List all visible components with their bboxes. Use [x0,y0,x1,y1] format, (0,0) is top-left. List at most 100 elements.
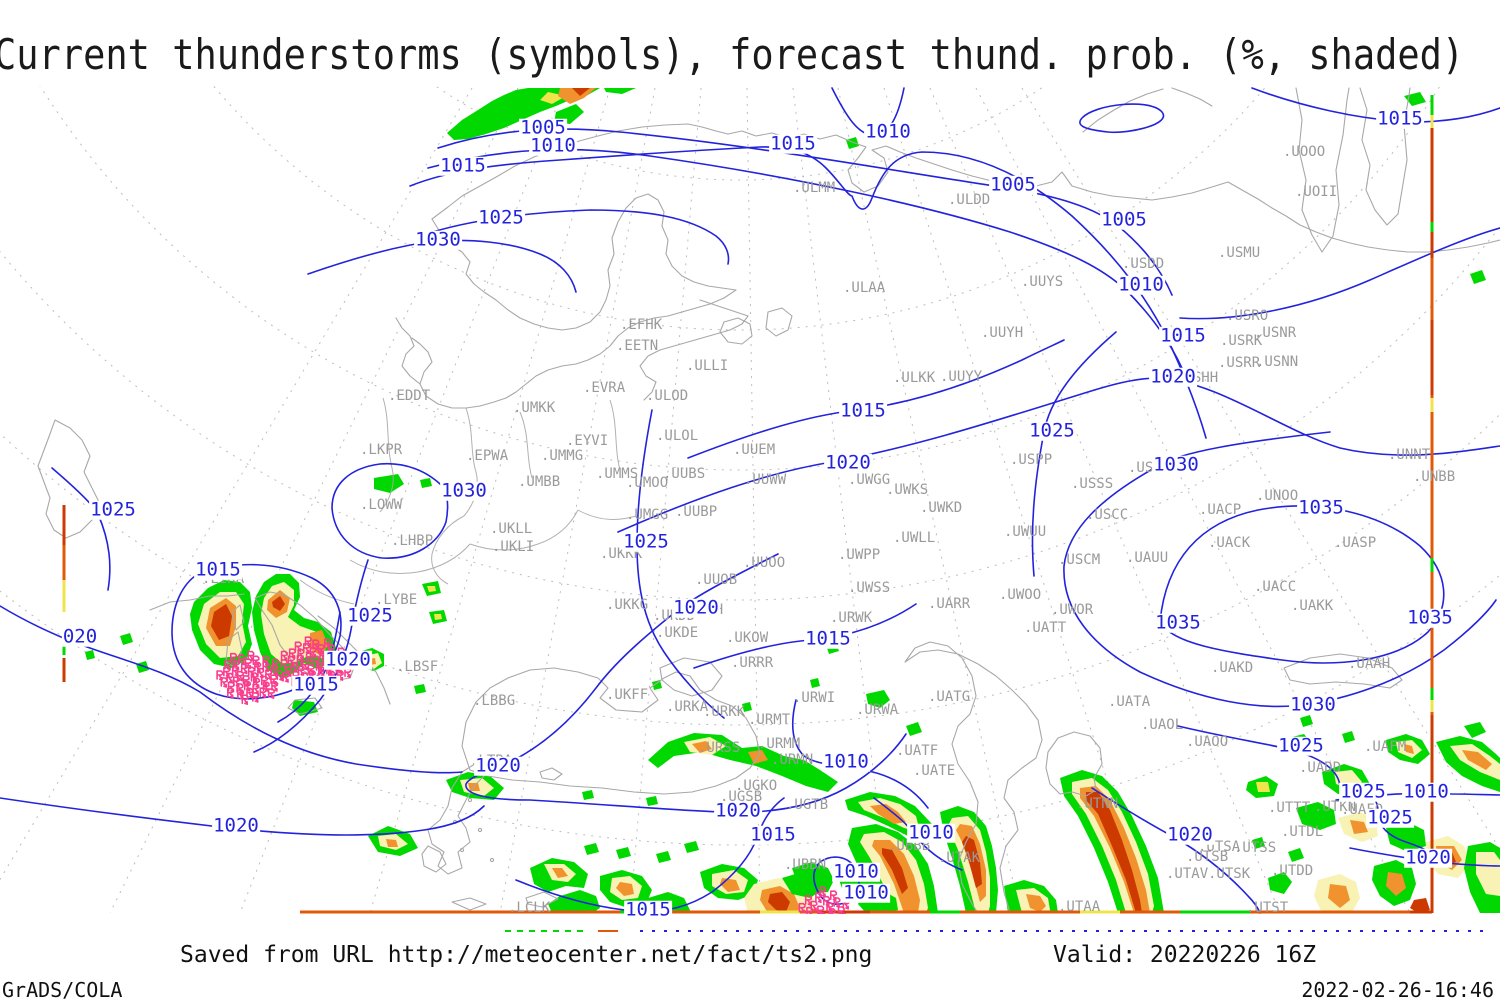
station-label: .UNOO [1256,488,1299,504]
station-label: .UUWW [744,472,787,488]
station-label: .UUOO [743,555,786,571]
station-label: .UWGG [848,472,891,488]
station-label: .UMMG [541,448,584,464]
station-label: .UUYH [981,325,1024,341]
station-label: .ULOD [646,388,689,404]
station-label: .UGSB [720,789,763,805]
station-label: .UNBB [1413,469,1456,485]
station-label: .URMN [771,752,814,768]
station-label: .USNN [1256,354,1299,370]
station-label: .URMT [748,712,791,728]
isobar-label: 1015 [839,399,887,422]
isobar-label: 1015 [292,673,340,696]
station-label: .UAKD [1211,660,1254,676]
station-label: .EVRA [583,380,626,396]
isobar-label: 1010 [1402,780,1450,803]
station-label: .UUOB [695,572,738,588]
station-label: .UGTB [786,797,829,813]
coastline-layer [37,87,1500,914]
isobar-label: 1025 [622,530,670,553]
isobar-label: 1015 [194,558,242,581]
station-label: .UTDD [1271,863,1314,879]
station-label: .USRO [1226,308,1269,324]
isobar-label: 1005 [1100,208,1148,231]
isobar-label: 1010 [864,120,912,143]
station-label: .USCC [1086,507,1129,523]
station-label: .URKK [703,704,746,720]
isobar-label: 1030 [440,479,488,502]
isobar-label: 1025 [477,206,525,229]
station-label: .EETN [616,338,659,354]
station-label: .UTTT [1268,800,1311,816]
station-label: .URWA [856,702,899,718]
isobar-label: 1025 [346,604,394,627]
station-label: .ULKK [893,370,936,386]
station-label: .URMM [758,736,801,752]
station-label: .UADD [1299,760,1342,776]
station-label: .UMKK [513,400,556,416]
station-label: .UKLL [490,521,533,537]
station-label: .ULOL [656,428,699,444]
isobar-label: 1010 [842,881,890,904]
station-label: .EFHK [620,317,663,333]
isobar-label: 1010 [832,860,880,883]
isobar-label: 1020 [474,754,522,777]
station-label: .UAOL [1141,717,1184,733]
isobar-label: 1005 [989,173,1037,196]
station-label: .EDDT [388,388,431,404]
isobar-label: 1020 [672,596,720,619]
isobar-label: 1025 [89,498,137,521]
probability-shading-layer [85,88,1500,913]
station-label: .UTAV [1166,866,1209,882]
station-label: .USPP [1010,452,1053,468]
station-label: .UUBP [675,504,718,520]
station-label: .UWOO [999,587,1042,603]
isobar-label: 1020 [1166,823,1214,846]
station-label: .UTKN [1314,799,1357,815]
station-label: .UKOW [726,630,769,646]
station-label: .UTST [1246,900,1289,916]
station-label: .UKKG [606,597,649,613]
map-title: Current thunderstorms (symbols), forecas… [0,30,1465,80]
station-label: .URWI [793,690,836,706]
station-label: .ULDD [948,192,991,208]
station-label: .EYVI [566,433,609,449]
station-label: .LBBG [473,693,516,709]
station-label: .UOII [1295,184,1338,200]
station-label: .USRK [1220,333,1263,349]
station-label: .UUBS [663,466,706,482]
isobar-label: 1030 [414,228,462,251]
valid-time-caption: Valid: 20220226 16Z [1053,942,1317,968]
grads-cola-credit: GrADS/COLA [2,978,123,1000]
station-label: .UWLL [893,530,936,546]
station-label: .UWUU [1004,524,1047,540]
isobar-label: 1020 [714,799,762,822]
creation-timestamp: 2022-02-26-16:46 [1301,978,1494,1000]
station-label: .ULAA [843,280,886,296]
field-boundary-strips [62,95,1434,914]
station-label: .UUYS [1021,274,1064,290]
station-label: .LKPR [360,442,403,458]
isobar-label: 1035 [1406,606,1454,629]
station-label: .UWKS [886,482,929,498]
isobar-label: 1030 [1289,693,1337,716]
isobar-label: 020 [61,625,99,648]
station-label: .URRR [731,655,774,671]
station-label: .UTDL [1281,824,1324,840]
station-label: .LBSF [396,659,439,675]
station-label: .UACP [1199,502,1242,518]
station-label: .UBBN [784,857,827,873]
station-label: .USCM [1058,552,1101,568]
station-label: .USSS [1071,476,1114,492]
station-label: .UUYY [940,369,983,385]
isobar-label: 1010 [907,821,955,844]
isobar-label: 1015 [804,627,852,650]
station-label: .URWK [830,610,873,626]
station-label: .UWKD [920,500,963,516]
isobar-label: 1025 [1028,419,1076,442]
isobar-label: 1035 [1297,496,1345,519]
station-label: .UATG [928,689,971,705]
